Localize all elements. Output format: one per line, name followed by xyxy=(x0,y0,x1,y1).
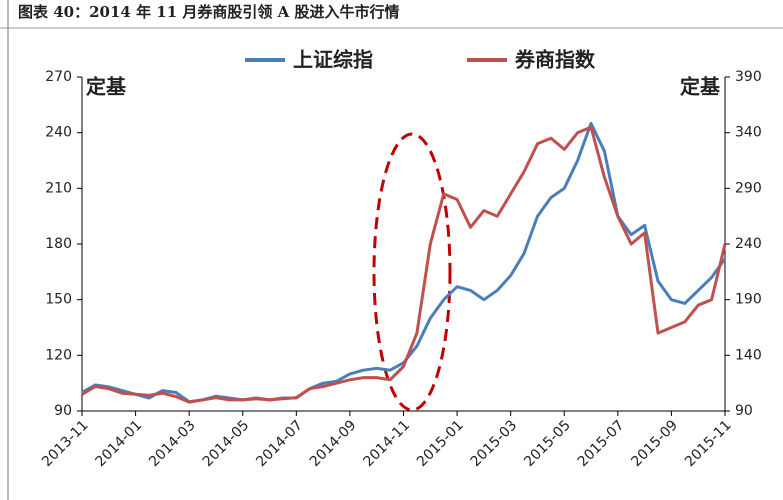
y-tick-label: 210 xyxy=(45,180,72,196)
series-line xyxy=(81,125,727,404)
y-tick-label: 180 xyxy=(45,236,72,252)
y2-tick-label: 90 xyxy=(735,403,753,419)
highlight-ellipse xyxy=(372,132,452,412)
x-tick-label: 2014-07 xyxy=(253,417,306,470)
x-tick-label: 2013-11 xyxy=(39,417,92,470)
x-tick-label: 2014-01 xyxy=(93,417,146,470)
x-tick-label: 2014-03 xyxy=(146,417,199,470)
chart-title: 图表 40：2014 年 11 月券商股引领 A 股进入牛市行情 xyxy=(18,3,399,21)
x-tick-label: 2015-07 xyxy=(575,417,628,470)
x-tick-label: 2014-09 xyxy=(307,417,360,470)
y2-axis-label: 定基 xyxy=(680,75,721,99)
y2-tick-label: 190 xyxy=(735,292,762,308)
legend-label: 券商指数 xyxy=(514,48,596,72)
legend-label: 上证综指 xyxy=(293,48,373,72)
y-tick-label: 90 xyxy=(54,403,72,419)
y2-tick-label: 390 xyxy=(735,69,762,85)
x-tick-label: 2014-05 xyxy=(200,417,253,470)
x-tick-label: 2014-11 xyxy=(360,417,413,470)
y2-tick-label: 340 xyxy=(735,125,762,141)
x-tick-label: 2015-03 xyxy=(468,417,521,470)
y-axis-label: 定基 xyxy=(86,75,127,99)
x-tick-label: 2015-11 xyxy=(682,417,735,470)
y-tick-label: 270 xyxy=(45,69,72,85)
x-tick-label: 2015-05 xyxy=(521,417,574,470)
x-tick-label: 2015-01 xyxy=(414,417,467,470)
y2-tick-label: 140 xyxy=(735,347,762,363)
series-line xyxy=(81,121,727,404)
y-tick-label: 150 xyxy=(45,292,72,308)
y2-tick-label: 240 xyxy=(735,236,762,252)
x-tick-label: 2015-09 xyxy=(628,417,681,470)
y2-tick-label: 290 xyxy=(735,180,762,196)
y-tick-label: 240 xyxy=(45,125,72,141)
y-tick-label: 120 xyxy=(45,347,72,363)
